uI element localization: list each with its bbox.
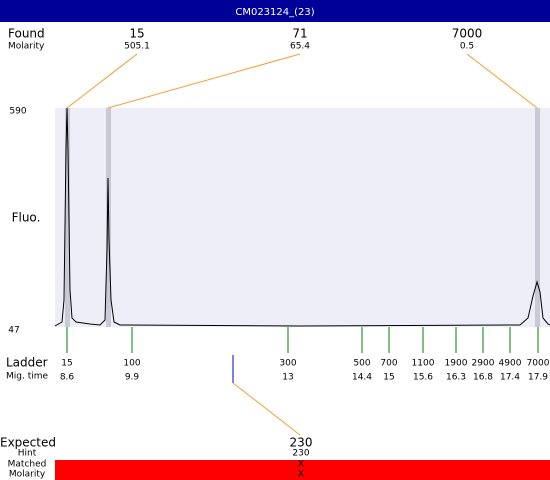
ladder-size: 300 xyxy=(279,359,296,369)
peak-size: 7000 xyxy=(452,27,483,41)
expected-connector xyxy=(232,382,301,436)
ladder-time: 9.9 xyxy=(125,373,140,383)
peak-size: 71 xyxy=(292,27,307,41)
peak-band xyxy=(65,108,70,327)
peak-molarity: 0.5 xyxy=(460,42,474,52)
ladder-size: 1100 xyxy=(412,359,435,369)
ladder-time: 15 xyxy=(383,373,394,383)
axis-min: 47 xyxy=(8,326,19,336)
ladder-time: 17.4 xyxy=(500,373,520,383)
ladder-time: 8.6 xyxy=(60,373,75,383)
found-label: Found xyxy=(8,27,45,41)
molarity-label: Molarity xyxy=(8,42,45,52)
peak-molarity: 505.1 xyxy=(124,42,150,52)
header-bar xyxy=(0,0,550,22)
ladder-time: 14.4 xyxy=(352,373,372,383)
peak-size: 15 xyxy=(129,27,144,41)
peak-connector xyxy=(66,53,138,109)
peak-connector xyxy=(107,53,301,109)
ladder-label: Ladder xyxy=(6,356,48,370)
ladder-size: 700 xyxy=(380,359,397,369)
ladder-time: 16.3 xyxy=(446,373,466,383)
ladder-size: 1900 xyxy=(445,359,468,369)
plot-area xyxy=(55,108,550,327)
row-label: Hint xyxy=(18,449,37,459)
ladder-size: 15 xyxy=(61,359,72,369)
mig-time-label: Mig. time xyxy=(6,372,48,382)
ladder-time: 16.8 xyxy=(473,373,493,383)
row-value: 230 xyxy=(292,449,309,459)
peak-band xyxy=(535,108,540,327)
trace xyxy=(54,107,550,327)
ladder-time: 15.6 xyxy=(413,373,433,383)
row-value: X xyxy=(298,470,304,480)
ladder-time: 17.9 xyxy=(528,373,548,383)
peak-molarity: 65.4 xyxy=(290,42,310,52)
header-title: CM023124_(23) xyxy=(235,7,314,18)
ladder-size: 4900 xyxy=(499,359,522,369)
row-value: X xyxy=(298,460,304,470)
expected-label: Expected xyxy=(0,436,56,450)
ladder-size: 100 xyxy=(123,359,140,369)
matched-bar xyxy=(55,460,550,480)
ladder-size: 2900 xyxy=(472,359,495,369)
ladder-size: 7000 xyxy=(527,359,550,369)
ladder-size: 500 xyxy=(353,359,370,369)
axis-label: Fluo. xyxy=(12,211,41,225)
ladder-time: 13 xyxy=(282,373,293,383)
row-label: Matched xyxy=(8,460,47,470)
peak-connector xyxy=(466,53,538,109)
expected-value: 230 xyxy=(290,436,313,450)
axis-max: 590 xyxy=(9,107,26,117)
row-label: Molarity xyxy=(9,470,46,480)
